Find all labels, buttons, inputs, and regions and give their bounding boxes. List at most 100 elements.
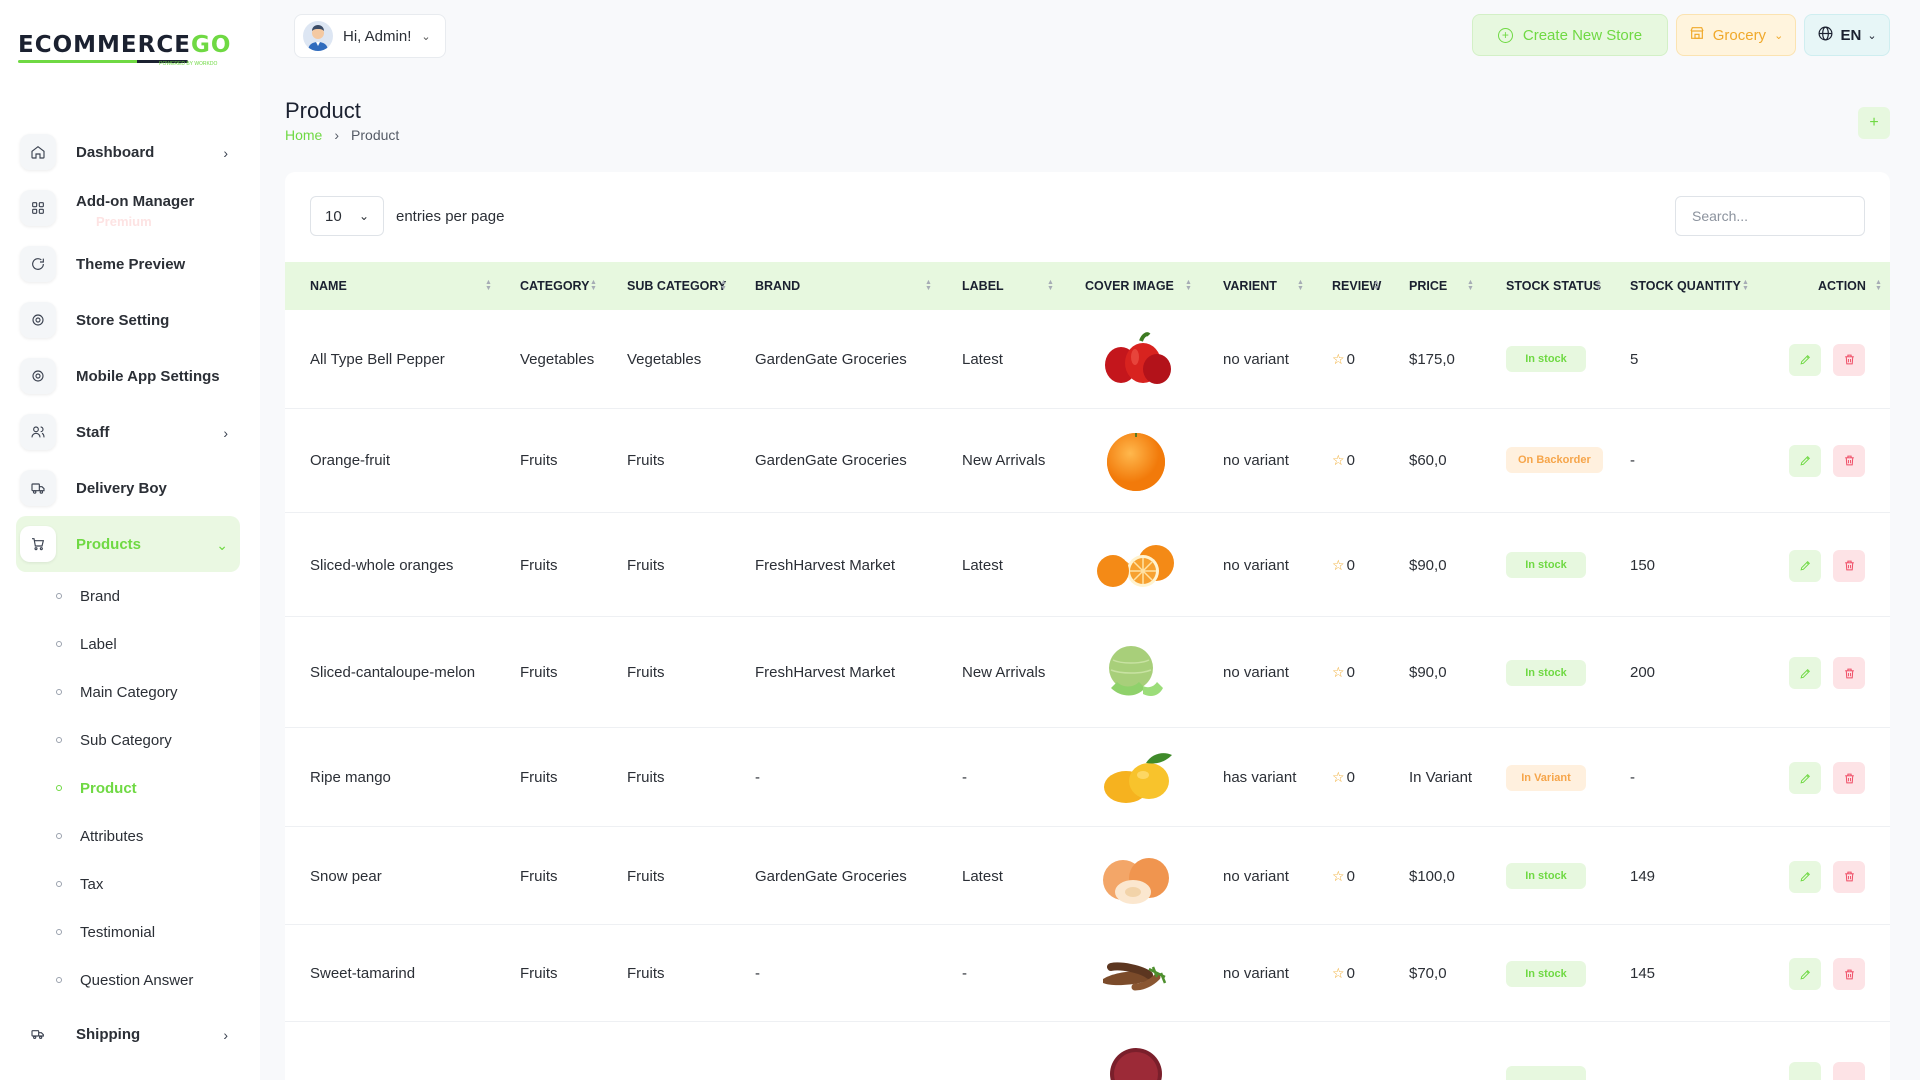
chevron-right-icon: › — [223, 145, 228, 161]
submenu-item-question-answer[interactable]: Question Answer — [40, 956, 240, 1004]
brand-logo[interactable]: ECOMMERCEGO POWERED BY WORKDO — [18, 32, 231, 67]
edit-button[interactable] — [1789, 657, 1821, 689]
submenu-item-label[interactable]: Label — [40, 620, 240, 668]
delete-button[interactable] — [1833, 958, 1865, 990]
sidebar-item-products[interactable]: Products ⌄ — [16, 516, 240, 572]
column-header[interactable]: SUB CATEGORY — [627, 279, 727, 293]
sidebar-item-addon-manager[interactable]: Add-on Manager Premium — [16, 180, 240, 236]
globe-icon — [1817, 25, 1834, 46]
pencil-icon — [1799, 870, 1812, 883]
delete-button[interactable] — [1833, 1062, 1865, 1080]
sidebar-item-mobile-app-settings[interactable]: Mobile App Settings — [16, 348, 240, 404]
product-name: Orange-fruit — [310, 451, 391, 469]
edit-button[interactable] — [1789, 549, 1821, 582]
sort-icon[interactable]: ▲ ▼ — [1595, 279, 1602, 292]
submenu-item-brand[interactable]: Brand — [40, 572, 240, 620]
language-selector-button[interactable]: EN ⌄ — [1804, 14, 1890, 56]
add-product-button[interactable]: + — [1858, 107, 1890, 139]
table-row: Snow pear Fruits Fruits GardenGate Grocerie… — [285, 828, 1890, 925]
sort-icon[interactable]: ▲ ▼ — [485, 279, 492, 292]
sort-icon[interactable]: ▲ ▼ — [1875, 279, 1882, 292]
sidebar-item-delivery-boy[interactable]: Delivery Boy — [16, 460, 240, 516]
breadcrumb-home-link[interactable]: Home — [285, 127, 323, 143]
sort-icon[interactable]: ▲ ▼ — [1047, 279, 1054, 292]
column-header[interactable]: ACTION — [1818, 279, 1866, 293]
melon-image — [1091, 638, 1181, 708]
submenu-item-product[interactable]: Product — [40, 764, 240, 812]
column-header[interactable]: STOCK QUANTITY — [1630, 279, 1741, 293]
sort-icon[interactable]: ▲ ▼ — [1467, 279, 1474, 292]
store-selector-button[interactable]: Grocery ⌄ — [1676, 14, 1796, 56]
sidebar-item-label: Mobile App Settings — [76, 367, 220, 385]
create-new-store-button[interactable]: + Create New Store — [1472, 14, 1668, 56]
delete-button[interactable] — [1833, 762, 1865, 794]
submenu-item-attributes[interactable]: Attributes — [40, 812, 240, 860]
edit-button[interactable] — [1789, 1062, 1821, 1080]
column-header[interactable]: BRAND — [755, 279, 801, 293]
column-header[interactable]: COVER IMAGE — [1085, 279, 1174, 293]
per-page-select[interactable]: 10 ⌄ — [310, 196, 384, 236]
trash-icon — [1843, 454, 1856, 467]
sidebar-item-shipping[interactable]: Shipping › — [16, 1006, 240, 1062]
sort-icon[interactable]: ▲ ▼ — [1185, 279, 1192, 292]
column-header[interactable]: NAME — [310, 279, 347, 293]
delete-button[interactable] — [1833, 657, 1865, 689]
premium-badge: Premium — [96, 214, 152, 229]
sidebar-item-staff[interactable]: Staff › — [16, 404, 240, 460]
column-header[interactable]: PRICE — [1409, 279, 1448, 293]
delete-button[interactable] — [1833, 860, 1865, 893]
sidebar-item-dashboard[interactable]: Dashboard › — [16, 124, 240, 180]
status-badge: On Backorder — [1506, 447, 1603, 473]
users-icon — [20, 414, 56, 450]
sort-icon[interactable]: ▲ ▼ — [925, 279, 932, 292]
edit-button[interactable] — [1789, 762, 1821, 794]
sort-icon[interactable]: ▲ ▼ — [590, 279, 597, 292]
status-badge: In Variant — [1506, 764, 1586, 791]
sort-icon[interactable]: ▲ ▼ — [1373, 279, 1380, 292]
delete-button[interactable] — [1833, 343, 1865, 376]
sort-icon[interactable]: ▲ ▼ — [1297, 279, 1304, 292]
edit-button[interactable] — [1789, 860, 1821, 893]
product-sub-category: Fruits — [627, 965, 665, 982]
edit-button[interactable] — [1789, 343, 1821, 376]
sidebar-item-store-setting[interactable]: Store Setting — [16, 292, 240, 348]
product-category: Vegetables — [520, 350, 595, 368]
store-type-label: Grocery — [1712, 26, 1767, 44]
review-count: 0 — [1346, 556, 1355, 574]
sidebar-item-label: Delivery Boy — [76, 479, 167, 497]
star-icon: ☆ — [1332, 867, 1345, 884]
column-header[interactable]: STOCK STATUS — [1506, 279, 1602, 293]
search-input[interactable] — [1675, 196, 1865, 236]
grid-icon — [20, 190, 56, 226]
store-icon — [1689, 25, 1705, 45]
submenu-item-tax[interactable]: Tax — [40, 860, 240, 908]
delete-button[interactable] — [1833, 444, 1865, 477]
sort-icon[interactable]: ▲ ▼ — [720, 279, 727, 292]
product-name: Sliced-cantaloupe-melon — [310, 664, 476, 681]
submenu-item-sub-category[interactable]: Sub Category — [40, 716, 240, 764]
column-header[interactable]: LABEL — [962, 279, 1004, 293]
chevron-down-icon: ⌄ — [216, 537, 228, 553]
edit-button[interactable] — [1789, 444, 1821, 477]
sidebar-item-label: Add-on Manager — [76, 192, 195, 210]
column-header[interactable]: CATEGORY — [520, 279, 590, 293]
user-menu-button[interactable]: Hi, Admin! ⌄ — [294, 14, 446, 58]
per-page-label: entries per page — [396, 207, 505, 225]
stock-quantity: 150 — [1630, 556, 1656, 574]
chevron-right-icon: › — [334, 127, 340, 143]
sidebar-item-label: Theme Preview — [76, 255, 186, 273]
column-header[interactable]: REVIEW — [1332, 279, 1382, 293]
breadcrumb: Home › Product — [285, 127, 399, 143]
submenu-item-testimonial[interactable]: Testimonial — [40, 908, 240, 956]
sidebar-item-label: Staff — [76, 423, 110, 441]
table-row: Sliced-cantaloupe-melon Fruits Fruits Fresh… — [285, 618, 1890, 728]
sort-icon[interactable]: ▲ ▼ — [1742, 279, 1749, 292]
submenu-item-main-category[interactable]: Main Category — [40, 668, 240, 716]
edit-button[interactable] — [1789, 958, 1821, 990]
stock-quantity: - — [1630, 451, 1635, 469]
sidebar-item-theme-preview[interactable]: Theme Preview — [16, 236, 240, 292]
table-row: Ripe mango Fruits Fruits - - has variant ☆ 0 In … — [285, 729, 1890, 827]
column-header[interactable]: VARIENT — [1223, 279, 1277, 293]
trash-icon — [1843, 353, 1856, 366]
delete-button[interactable] — [1833, 549, 1865, 582]
